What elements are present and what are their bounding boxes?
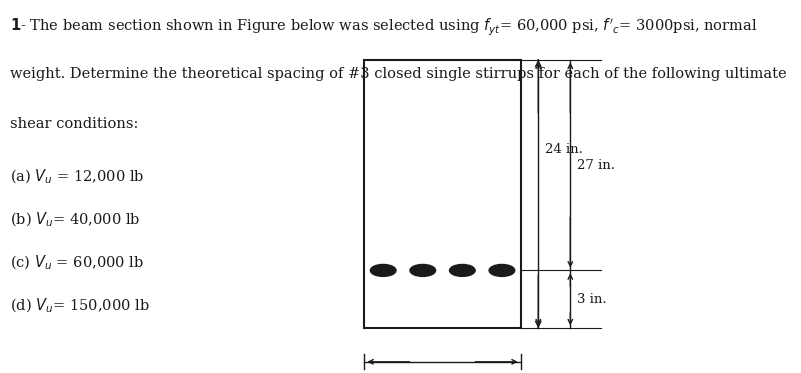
Text: (a) $V_u$ = 12,000 lb: (a) $V_u$ = 12,000 lb bbox=[10, 168, 144, 186]
Text: $\mathbf{1}$- The beam section shown in Figure below was selected using $f_{yt}$: $\mathbf{1}$- The beam section shown in … bbox=[10, 17, 757, 38]
Text: (b) $V_u$= 40,000 lb: (b) $V_u$= 40,000 lb bbox=[10, 211, 140, 229]
Bar bbox=[364, 60, 521, 328]
Text: (c) $V_u$ = 60,000 lb: (c) $V_u$ = 60,000 lb bbox=[10, 254, 143, 272]
Circle shape bbox=[410, 264, 436, 276]
Text: shear conditions:: shear conditions: bbox=[10, 117, 138, 132]
Text: 3 in.: 3 in. bbox=[577, 293, 606, 306]
Text: (d) $V_u$= 150,000 lb: (d) $V_u$= 150,000 lb bbox=[10, 297, 149, 315]
Circle shape bbox=[449, 264, 475, 276]
Text: 24 in.: 24 in. bbox=[545, 143, 582, 156]
Text: weight. Determine the theoretical spacing of #3 closed single stirrups for each : weight. Determine the theoretical spacin… bbox=[10, 67, 787, 81]
Text: 27 in.: 27 in. bbox=[577, 159, 614, 172]
Circle shape bbox=[370, 264, 396, 276]
Circle shape bbox=[489, 264, 515, 276]
